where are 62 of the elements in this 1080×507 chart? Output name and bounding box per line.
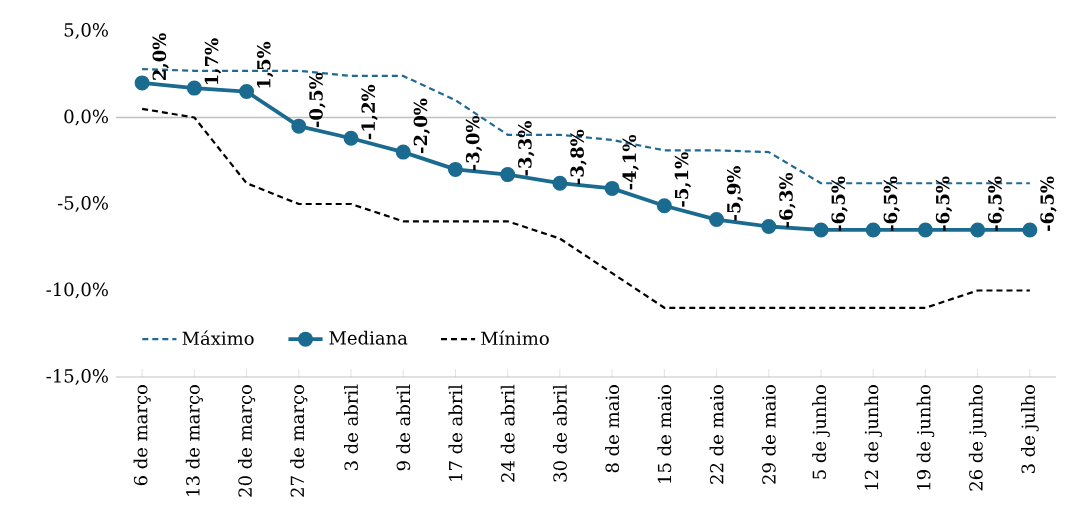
data-label: 1,5% xyxy=(256,41,274,88)
x-tick-label: 6 de março xyxy=(133,384,151,486)
x-tick-label: 27 de março xyxy=(290,384,308,497)
x-tick-label: 24 de abril xyxy=(500,384,515,482)
data-label: -6,5% xyxy=(883,176,900,231)
point xyxy=(186,80,202,96)
point xyxy=(709,212,725,228)
x-tick-label: 15 de maio xyxy=(657,384,672,483)
point xyxy=(970,222,986,238)
data-label: -6,5% xyxy=(988,176,1005,231)
point xyxy=(1022,222,1038,238)
data-label: 1,7% xyxy=(204,38,222,85)
point xyxy=(239,84,255,100)
x-tick-label: 19 de junho xyxy=(916,384,935,490)
data-label: -6,5% xyxy=(1040,176,1057,231)
point xyxy=(291,118,307,134)
x-tick-label: 12 de junho xyxy=(864,384,883,490)
point xyxy=(865,222,881,238)
data-label: -3,8% xyxy=(570,129,587,185)
x-tick-label: 22 de maio xyxy=(709,384,724,484)
data-label: -2,0% xyxy=(413,98,430,154)
data-label: -6,3% xyxy=(779,172,796,228)
data-label: -5,9% xyxy=(726,166,744,221)
point xyxy=(813,222,829,238)
x-tick-label: 9 de abril xyxy=(396,384,411,471)
data-label: -4,1% xyxy=(622,134,639,190)
data-label: 2,0% xyxy=(152,33,169,80)
data-label: -0,5% xyxy=(309,72,326,128)
x-tick-label: 5 de junho xyxy=(812,384,830,479)
x-tick-label: 3 de abril xyxy=(344,384,358,471)
x-tick-label: 20 de março xyxy=(237,384,256,497)
y-tick-label: 5,0% xyxy=(64,23,108,39)
point xyxy=(552,175,568,191)
point xyxy=(917,222,933,238)
x-tick-label: 26 de junho xyxy=(968,384,987,491)
data-label: -6,5% xyxy=(935,176,953,231)
point xyxy=(395,144,411,160)
x-tick-label: 17 de abril xyxy=(448,384,463,481)
point xyxy=(656,198,672,214)
y-tick-label: -10,0% xyxy=(46,282,108,299)
x-tick-label: 8 de maio xyxy=(605,384,620,473)
point xyxy=(500,167,516,183)
legend-label: Máximo xyxy=(182,330,254,346)
point xyxy=(447,161,463,177)
x-tick-label: 29 de maio xyxy=(761,384,776,484)
point xyxy=(343,130,359,146)
legend-label: Mediana xyxy=(329,330,408,345)
x-tick-label: 3 de julho xyxy=(1021,384,1039,474)
point xyxy=(761,218,777,234)
data-label: -1,2% xyxy=(361,84,378,140)
data-label: -3,0% xyxy=(465,115,483,171)
data-label: -6,5% xyxy=(831,176,848,231)
y-tick-label: -15,0% xyxy=(46,369,108,385)
y-tick-label: -5,0% xyxy=(57,196,108,212)
y-tick-label: 0,0% xyxy=(64,109,108,126)
data-label: -3,3% xyxy=(518,121,535,176)
x-tick-label: 30 de abril xyxy=(552,384,567,482)
point xyxy=(604,180,620,196)
point xyxy=(134,75,150,91)
legend-label: Mínimo xyxy=(481,330,549,346)
x-tick-label: 13 de março xyxy=(185,384,203,496)
data-label: -5,1% xyxy=(674,152,692,207)
